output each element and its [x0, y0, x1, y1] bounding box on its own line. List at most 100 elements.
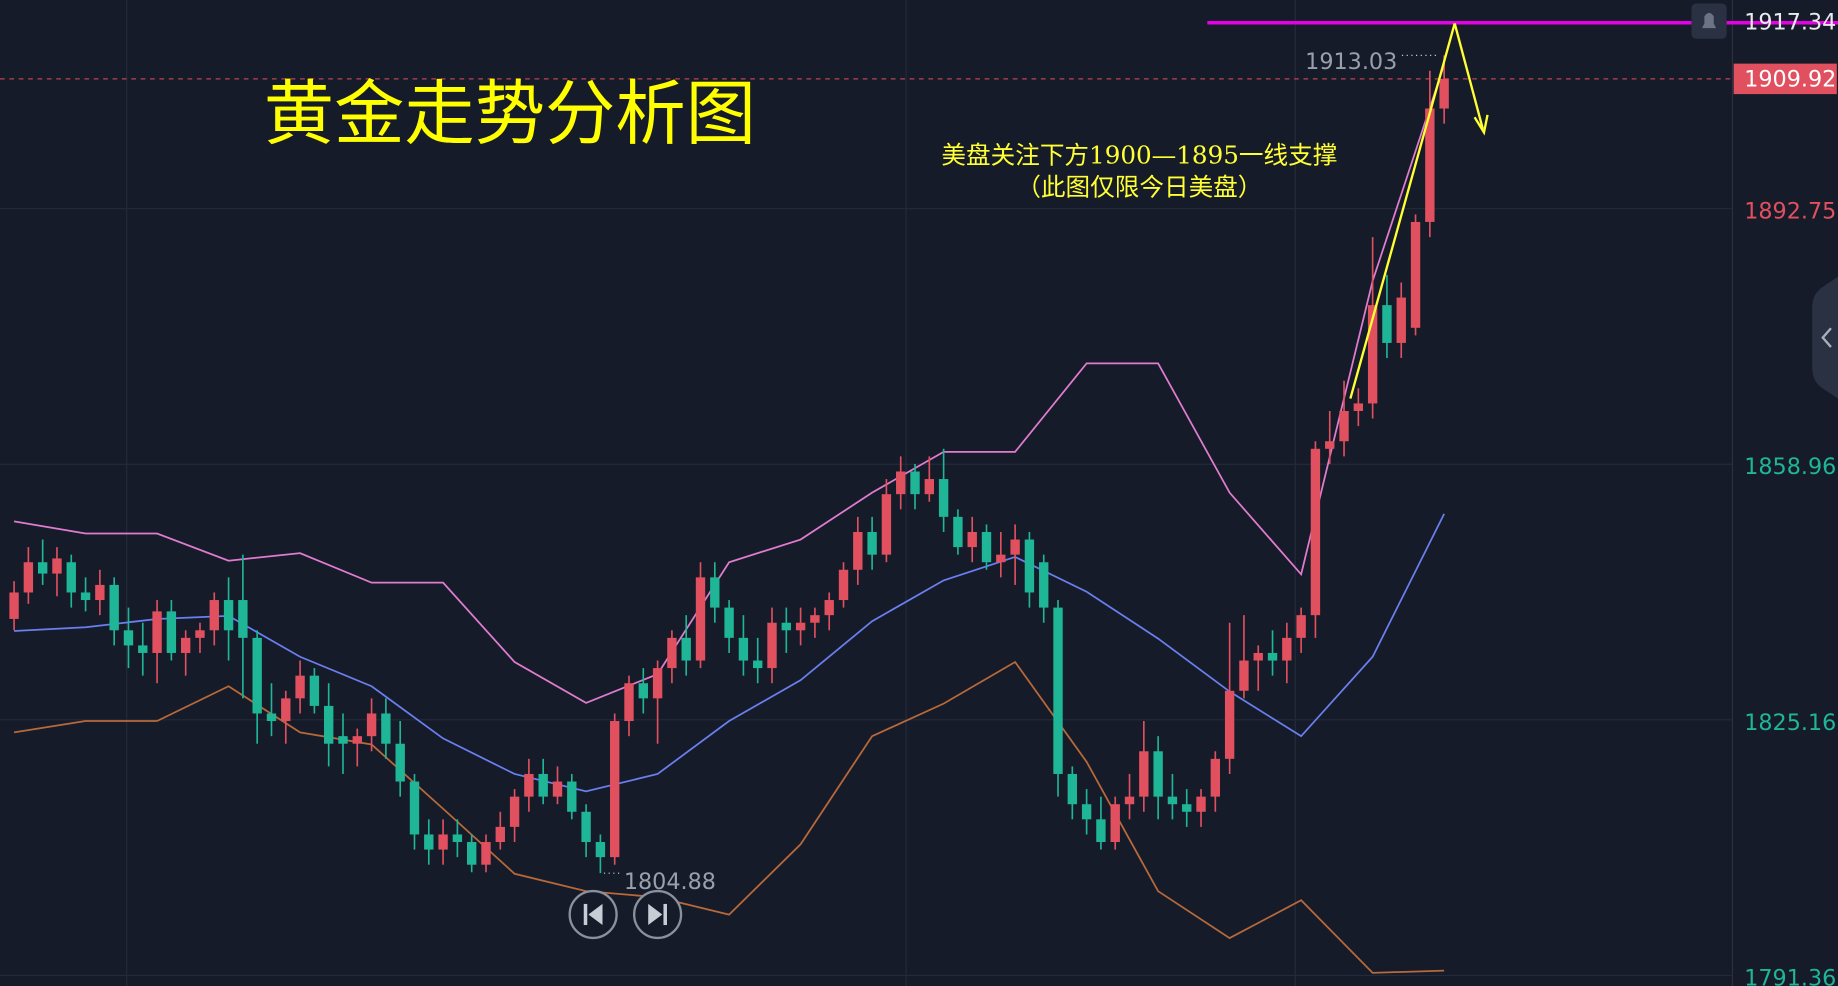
band-line: [13, 64, 1445, 704]
candle-body: [996, 554, 1006, 563]
candle-body: [109, 584, 119, 631]
candle-body: [1425, 108, 1435, 222]
candle-body: [753, 660, 763, 669]
candle-body: [1039, 562, 1049, 608]
y-tick-label: 1892.75: [1744, 199, 1836, 225]
candle-body: [338, 736, 348, 744]
candle-body: [323, 705, 334, 744]
candle-body: [1210, 758, 1221, 797]
candle-body: [395, 743, 405, 782]
low-marker-label: 1804.88: [624, 869, 716, 895]
candle-body: [424, 834, 434, 850]
candle-body: [1153, 751, 1163, 797]
candle-body: [1353, 403, 1364, 411]
candle-body: [23, 562, 34, 593]
collapse-tab[interactable]: [1812, 276, 1838, 399]
annotation: （此图仅限今日美盘）: [1016, 172, 1262, 201]
candle-body: [166, 611, 177, 653]
candle-body: [667, 637, 677, 669]
next-button[interactable]: [632, 889, 683, 940]
band-line: [13, 660, 1445, 974]
candle-body: [581, 811, 591, 843]
overlay: 1909.92 1917.34 1913.03 1804.88: [0, 9, 1838, 895]
candle-body: [1053, 607, 1063, 774]
candle-body: [95, 584, 105, 601]
candle-body: [409, 781, 420, 835]
last-price-label: 1909.92: [1744, 67, 1836, 93]
trend-drawing: [1349, 23, 1489, 399]
candle-body: [1067, 773, 1078, 805]
candle-body: [838, 569, 849, 601]
candle-body: [967, 531, 977, 548]
annotation: 美盘关注下方1900—1895一线支撑: [941, 141, 1337, 170]
candle-body: [910, 471, 920, 495]
candle-body: [953, 516, 963, 548]
prev-button[interactable]: [568, 889, 618, 940]
candle-body: [223, 600, 234, 631]
candle-body: [738, 637, 749, 661]
candle-body: [1325, 441, 1335, 449]
candle-body: [638, 683, 648, 699]
candle-body: [681, 637, 691, 661]
candle-body: [123, 630, 134, 646]
candle-body: [1224, 690, 1235, 759]
candle-body: [281, 698, 291, 722]
candle-body: [767, 622, 777, 669]
candle-body: [238, 600, 248, 638]
candle-body: [1282, 637, 1292, 661]
candle-body: [352, 736, 362, 744]
y-tick-label: 1858.96: [1744, 454, 1836, 480]
candle-body: [1253, 652, 1263, 661]
candle-body: [138, 645, 148, 653]
candle-body: [1439, 78, 1449, 109]
candle-body: [52, 558, 62, 574]
candle-body: [824, 600, 834, 616]
candle-body: [495, 826, 505, 843]
candle-body: [1382, 305, 1392, 343]
candle-body: [1081, 804, 1092, 820]
candle-body: [567, 781, 577, 812]
candle-body: [37, 562, 48, 574]
candle-body: [524, 773, 534, 797]
candle-body: [1096, 819, 1106, 843]
y-tick-label: 1825.16: [1744, 710, 1836, 736]
candle-body: [252, 637, 262, 714]
candle-body: [1196, 796, 1206, 812]
candle-body: [509, 796, 520, 827]
alert-bell[interactable]: [1691, 3, 1727, 39]
candle-body: [1410, 221, 1421, 328]
candle-body: [266, 713, 277, 722]
candle-body: [209, 600, 219, 631]
candle-body: [810, 615, 820, 623]
chart-title: 黄金走势分析图: [264, 73, 756, 155]
candles: [9, 55, 1449, 874]
candle-body: [1296, 615, 1306, 638]
candle-body: [1239, 660, 1249, 691]
candle-body: [152, 611, 162, 653]
candle-body: [710, 577, 720, 608]
candle-body: [624, 683, 634, 722]
hline-label: 1917.34: [1744, 9, 1836, 35]
candle-body: [309, 675, 320, 706]
grid: [0, 208, 1733, 976]
candle-body: [295, 675, 305, 699]
candle-body: [795, 622, 806, 631]
candle-body: [366, 713, 377, 737]
candle-body: [467, 842, 477, 865]
candle-body: [381, 713, 391, 744]
candle-body: [1182, 804, 1192, 812]
candle-body: [1367, 305, 1378, 404]
candle-body: [1010, 539, 1020, 555]
candle-body: [1124, 796, 1135, 805]
candle-body: [538, 773, 548, 797]
candle-body: [881, 494, 892, 555]
candle-body: [781, 622, 791, 631]
candle-body: [938, 479, 949, 517]
band-line: [14, 513, 1445, 793]
candle-body: [1110, 804, 1120, 843]
candle-body: [652, 668, 663, 699]
candle-body: [438, 834, 448, 850]
candle-body: [724, 607, 734, 638]
candle-body: [552, 781, 563, 797]
candle-body: [1267, 652, 1278, 661]
